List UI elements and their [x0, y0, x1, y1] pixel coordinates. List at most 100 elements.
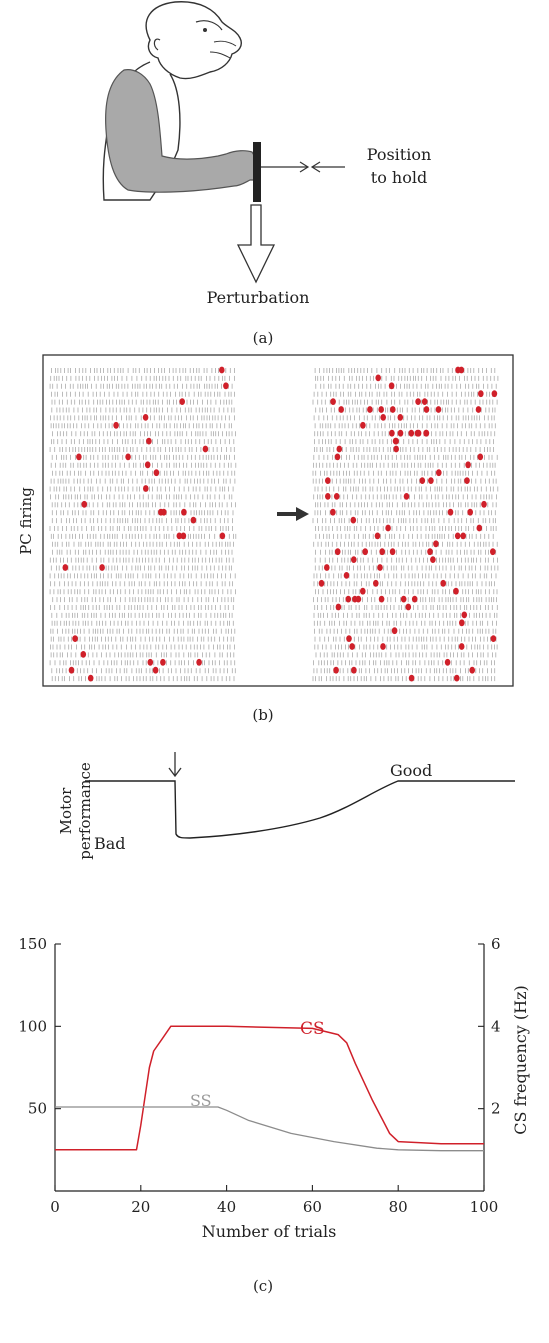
complex-spike-dot: [180, 532, 187, 540]
complex-spike-dot: [355, 595, 362, 603]
complex-spike-dot: [142, 414, 149, 421]
complex-spike-dot: [423, 406, 430, 413]
complex-spike-dot: [475, 406, 482, 413]
motor-performance-trace: [85, 780, 515, 839]
complex-spike-dot: [397, 429, 404, 437]
panel-b-caption: (b): [252, 706, 273, 724]
complex-spike-dot: [454, 532, 461, 540]
complex-spike-dot: [144, 461, 151, 469]
complex-spike-dot: [72, 635, 78, 642]
complex-spike-dot: [153, 469, 160, 477]
complex-spike-dot: [405, 603, 412, 611]
good-label: Good: [390, 761, 432, 780]
complex-spike-dot: [447, 508, 454, 516]
complex-spike-dot: [477, 453, 484, 461]
complex-spike-dot: [373, 579, 379, 587]
complex-spike-dot: [375, 374, 382, 382]
complex-spike-dot: [389, 429, 395, 437]
motor-ylabel-line1: Motor: [57, 787, 75, 834]
complex-spike-dot: [343, 572, 350, 579]
complex-spike-dot: [461, 611, 468, 619]
complex-spike-dot: [160, 658, 166, 666]
complex-spike-dot: [333, 493, 340, 500]
raster-arrow: [277, 507, 309, 521]
complex-spike-dot: [223, 382, 229, 390]
complex-spike-dot: [190, 516, 197, 524]
complex-spike-dot: [481, 500, 487, 508]
complex-spike-dot: [440, 579, 447, 587]
complex-spike-dot: [460, 532, 467, 540]
complex-spike-dot: [391, 627, 398, 635]
complex-spike-dot: [444, 658, 451, 666]
complex-spike-dot: [491, 390, 498, 398]
complex-spike-dot: [80, 651, 87, 658]
panel-b: PC firing (b): [17, 354, 514, 724]
complex-spike-dot: [476, 524, 483, 532]
panel-c: Motor performance Good Bad 0 20 40 60 80 100 5…: [18, 752, 530, 1295]
raster-frame: [42, 354, 514, 687]
complex-spike-dot: [436, 469, 442, 477]
complex-spike-dot: [362, 548, 369, 556]
panel-a-caption: (a): [253, 329, 274, 347]
right-y-tick-label: 4: [491, 1017, 501, 1035]
complex-spike-dot: [360, 587, 366, 595]
complex-spike-dot: [125, 453, 131, 461]
complex-spike-dot: [374, 532, 381, 540]
series-line-ss: [55, 1106, 484, 1152]
complex-spike-dot: [378, 406, 385, 413]
complex-spike-dot: [390, 406, 396, 413]
x-tick-label: 0: [50, 1198, 60, 1216]
complex-spike-dot: [345, 595, 352, 603]
complex-spike-dot: [334, 453, 341, 461]
left-y-tick-label: 150: [18, 935, 47, 953]
complex-spike-dot: [334, 548, 341, 556]
complex-spike-dot: [419, 477, 426, 484]
complex-spike-dot: [333, 666, 339, 674]
complex-spike-dot: [427, 548, 433, 556]
complex-spike-dot: [351, 666, 357, 674]
position-label-line2: to hold: [371, 168, 427, 187]
complex-spike-dot: [68, 666, 75, 674]
complex-spike-dot: [408, 674, 415, 682]
complex-spike-dot: [62, 564, 69, 571]
x-tick-label: 40: [217, 1198, 236, 1216]
complex-spike-dot: [408, 429, 415, 437]
complex-spike-dot: [336, 445, 343, 453]
panel-a: Position to hold Perturbation (a): [102, 1, 432, 347]
complex-spike-dot: [393, 437, 399, 445]
perturbation-label: Perturbation: [207, 288, 310, 307]
complex-spike-dot: [377, 564, 383, 571]
chart-xlabel: Number of trials: [202, 1222, 337, 1241]
complex-spike-dot: [423, 429, 429, 437]
complex-spike-dot: [87, 674, 94, 682]
complex-spike-dot: [397, 414, 404, 421]
position-label-line1: Position: [367, 145, 432, 164]
complex-spike-dot: [360, 421, 366, 429]
series-line-cs: [55, 1025, 484, 1151]
complex-spike-dot: [435, 406, 442, 413]
complex-spike-dot: [196, 658, 202, 666]
complex-spike-dot: [325, 477, 331, 484]
complex-spike-dot: [351, 556, 357, 563]
monkey-head-illustration: [145, 1, 242, 80]
down-arrow-icon: [168, 752, 182, 778]
raster-left: [49, 366, 237, 682]
complex-spike-dot: [403, 493, 410, 500]
monkey-arm-illustration: [105, 69, 259, 193]
motor-ylabel-line2: performance: [76, 762, 94, 860]
complex-spike-dot: [378, 595, 385, 603]
complex-spike-dot: [176, 532, 183, 540]
complex-spike-dot: [385, 524, 391, 532]
complex-spike-dot: [76, 453, 82, 461]
complex-spike-dot: [411, 595, 418, 603]
complex-spike-dot: [161, 508, 167, 516]
complex-spike-dot: [380, 643, 386, 650]
complex-spike-dot: [146, 437, 152, 445]
complex-spike-dot: [379, 548, 386, 556]
complex-spike-dot: [147, 658, 154, 666]
raster-right: [312, 366, 499, 682]
complex-spike-dot: [380, 414, 387, 421]
chart-right-ylabel: CS frequency (Hz): [511, 985, 530, 1135]
complex-spike-dot: [113, 421, 119, 429]
complex-spike-dot: [99, 564, 105, 571]
